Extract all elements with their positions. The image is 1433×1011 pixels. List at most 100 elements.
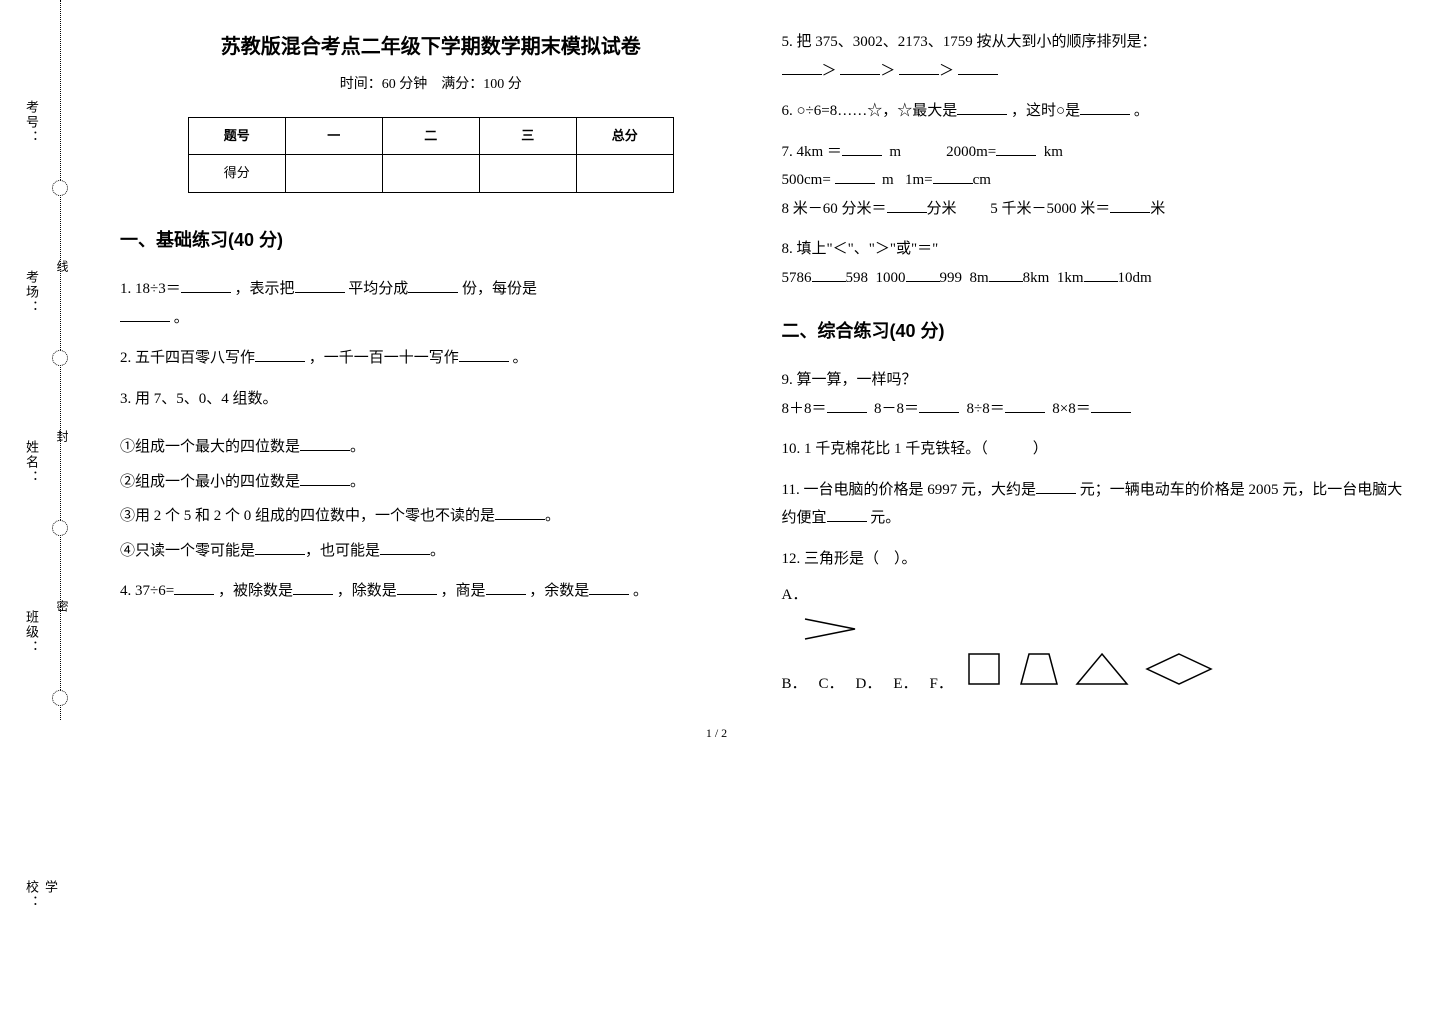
gt: ＞ bbox=[822, 63, 837, 79]
sub-text: 组成一个最大的四位数是 bbox=[135, 439, 300, 455]
q-num: 12. bbox=[782, 551, 801, 567]
q-text: cm bbox=[973, 172, 991, 188]
label-exam-id: 考号： bbox=[22, 100, 41, 145]
blank bbox=[906, 266, 940, 282]
trapezoid-shape-icon bbox=[1017, 650, 1061, 688]
circle-mark bbox=[52, 520, 68, 536]
gt: ＞ bbox=[880, 63, 895, 79]
blank bbox=[812, 266, 846, 282]
blank bbox=[486, 579, 526, 595]
q-text: 。 bbox=[174, 310, 189, 326]
circle-mark bbox=[52, 690, 68, 706]
blank bbox=[174, 579, 214, 595]
q-text: 算一算，一样吗？ bbox=[797, 372, 917, 388]
q-num: 10. bbox=[782, 441, 801, 457]
q-text: 。 bbox=[513, 350, 528, 366]
td bbox=[576, 155, 673, 193]
q-text: 平均分成 bbox=[348, 281, 408, 297]
q-num: 11. bbox=[782, 482, 800, 498]
q-text: ，这时○是 bbox=[1011, 103, 1080, 119]
th: 总分 bbox=[576, 117, 673, 155]
circle-mark bbox=[52, 180, 68, 196]
blank bbox=[293, 579, 333, 595]
q-text: ，一千一百一十一写作 bbox=[309, 350, 459, 366]
q-text: ，除数是 bbox=[337, 583, 397, 599]
sub-mark: ② bbox=[120, 474, 135, 490]
shape-row: B． C． D． E． F． bbox=[782, 650, 1404, 699]
q-text: 8m bbox=[970, 270, 989, 286]
cut-label-mi: 密 bbox=[54, 600, 71, 612]
q-text: ，被除数是 bbox=[218, 583, 293, 599]
binding-margin: 考号： 考场： 姓名： 班级： 学校： 线 封 密 bbox=[0, 0, 90, 720]
q11: 11. 一台电脑的价格是 6997 元，大约是 元；一辆电动车的价格是 2005… bbox=[782, 476, 1404, 533]
blank bbox=[1005, 397, 1045, 413]
q-text: m bbox=[882, 172, 894, 188]
angle-shape-icon bbox=[800, 614, 860, 644]
blank bbox=[300, 470, 350, 486]
opt-c: C． bbox=[819, 670, 844, 699]
q-text: ，余数是 bbox=[529, 583, 589, 599]
q-text: 5 千米－5000 米＝ bbox=[990, 201, 1110, 217]
blank bbox=[1091, 397, 1131, 413]
q-text: m bbox=[889, 144, 901, 160]
section1-title: 一、基础练习(40 分) bbox=[120, 223, 742, 257]
th: 题号 bbox=[188, 117, 285, 155]
opt-label: A． bbox=[782, 581, 808, 610]
opt-label: B． bbox=[782, 670, 807, 699]
blank bbox=[589, 579, 629, 595]
q-num: 8. bbox=[782, 241, 793, 257]
blank bbox=[957, 99, 1007, 115]
blank bbox=[1084, 266, 1118, 282]
q-text: 分米 bbox=[927, 201, 957, 217]
q4: 4. 37÷6= ，被除数是 ，除数是 ，商是 ，余数是 。 bbox=[120, 577, 742, 606]
q-text: 8－8＝ bbox=[874, 401, 919, 417]
blank bbox=[899, 59, 939, 75]
label-name: 姓名： bbox=[22, 440, 41, 485]
table-row: 得分 bbox=[188, 155, 673, 193]
q-text: 8＋8＝ bbox=[782, 401, 827, 417]
q-text: 999 bbox=[940, 270, 963, 286]
opt-b: B． bbox=[782, 670, 807, 699]
q-text: 8km bbox=[1023, 270, 1050, 286]
blank bbox=[782, 59, 822, 75]
q-num: 1. bbox=[120, 281, 131, 297]
q1: 1. 18÷3＝ ，表示把 平均分成 份，每份是 。 bbox=[120, 275, 742, 332]
td bbox=[479, 155, 576, 193]
blank bbox=[827, 397, 867, 413]
blank bbox=[840, 59, 880, 75]
blank bbox=[255, 539, 305, 555]
blank bbox=[958, 59, 998, 75]
q-text: 把 375、3002、2173、1759 按从大到小的顺序排列是： bbox=[797, 34, 1157, 50]
q6: 6. ○÷6=8……☆，☆最大是 ，这时○是 。 bbox=[782, 97, 1404, 126]
q-text: 五千四百零八写作 bbox=[135, 350, 255, 366]
blank bbox=[933, 168, 973, 184]
blank bbox=[827, 506, 867, 522]
blank bbox=[919, 397, 959, 413]
q-text: 2000m= bbox=[946, 144, 996, 160]
exam-subtitle: 时间：60 分钟 满分：100 分 bbox=[120, 72, 742, 99]
q-text: 500cm= bbox=[782, 172, 831, 188]
q-text: 米 bbox=[1150, 201, 1165, 217]
sub-text: 。 bbox=[545, 508, 560, 524]
q-text: 10dm bbox=[1118, 270, 1152, 286]
opt-f: F． bbox=[930, 670, 953, 699]
q-num: 7. bbox=[782, 144, 793, 160]
q-text: 8×8＝ bbox=[1052, 401, 1090, 417]
q3-sub4: ④只读一个零可能是，也可能是。 bbox=[120, 537, 742, 566]
q-num: 2. bbox=[120, 350, 131, 366]
q-text: 5786 bbox=[782, 270, 812, 286]
q-text: 份，每份是 bbox=[462, 281, 537, 297]
q3-sub1: ①组成一个最大的四位数是。 bbox=[120, 433, 742, 462]
binding-labels: 考号： 考场： 姓名： 班级： 学校： bbox=[22, 0, 40, 720]
square-shape-icon bbox=[965, 650, 1005, 688]
opt-label: E． bbox=[893, 670, 917, 699]
q5: 5. 把 375、3002、2173、1759 按从大到小的顺序排列是： ＞ ＞… bbox=[782, 28, 1404, 85]
q-text: 。 bbox=[633, 583, 648, 599]
right-column: 5. 把 375、3002、2173、1759 按从大到小的顺序排列是： ＞ ＞… bbox=[782, 28, 1404, 710]
q3: 3. 用 7、5、0、4 组数。 ①组成一个最大的四位数是。 ②组成一个最小的四… bbox=[120, 385, 742, 566]
cut-label-feng: 封 bbox=[54, 430, 71, 442]
blank bbox=[300, 435, 350, 451]
blank bbox=[397, 579, 437, 595]
blank bbox=[1110, 197, 1150, 213]
label-school: 学校： bbox=[22, 880, 60, 910]
